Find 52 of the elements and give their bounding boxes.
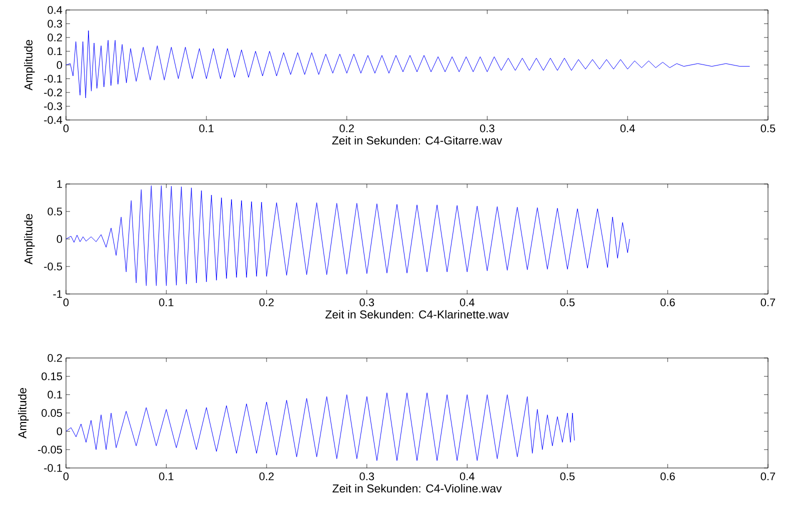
y-tick-label: 0.3 [48, 20, 62, 28]
y-tick-label: 0 [56, 61, 62, 69]
x-tick-label: 0.4 [460, 472, 474, 480]
x-tick-label: 0 [63, 124, 69, 132]
y-axis-title: Amplitude [24, 40, 35, 90]
y-axis-title: Amplitude [18, 388, 29, 438]
x-tick-label: 0.3 [360, 298, 374, 306]
y-tick-label: -1 [53, 290, 62, 298]
x-tick-label: 0.6 [660, 298, 675, 306]
y-tick-label: -0.05 [38, 446, 62, 454]
x-tick-label: 0.5 [760, 124, 776, 132]
x-tick-label: 0.1 [199, 124, 214, 132]
x-tick-label: 0.2 [259, 298, 274, 306]
x-tick-label: 0.7 [760, 472, 776, 480]
y-tick-label: -0.2 [44, 88, 62, 96]
y-tick-label: 0.05 [42, 409, 62, 417]
y-tick-label: 0.5 [48, 208, 62, 216]
x-axis-title: Zeit in Sekunden: C4-Klarinette.wav [325, 310, 509, 319]
x-tick-label: 0 [63, 472, 69, 480]
x-tick-label: 0.4 [620, 124, 635, 132]
y-tick-label: 0 [56, 427, 62, 436]
y-tick-label: 0.1 [48, 390, 62, 399]
line-series [66, 185, 630, 286]
y-tick-label: -0.1 [44, 464, 62, 472]
y-tick-label: -0.3 [44, 102, 62, 110]
x-tick-label: 0.6 [660, 472, 675, 480]
x-tick-label: 0.1 [159, 472, 174, 480]
x-tick-label: 0.3 [360, 472, 374, 480]
y-tick-label: -0.5 [44, 262, 62, 270]
line-series [66, 30, 750, 98]
x-tick-label: 0.5 [560, 472, 575, 480]
x-tick-label: 0.2 [259, 472, 274, 480]
x-tick-label: 0.7 [760, 298, 776, 306]
x-axis-title: Zeit in Sekunden: C4-Gitarre.wav [332, 136, 502, 144]
x-tick-label: 0.4 [460, 298, 474, 306]
y-tick-label: 0.1 [48, 47, 62, 56]
x-tick-label: 0 [63, 298, 69, 306]
x-tick-label: 0.3 [480, 124, 494, 132]
y-tick-label: -0.4 [44, 116, 62, 124]
x-tick-label: 0.1 [159, 298, 174, 306]
y-tick-label: 0 [56, 235, 62, 243]
y-tick-label: 0.2 [48, 354, 62, 362]
y-tick-label: 0.2 [48, 34, 62, 42]
y-tick-label: 0.15 [42, 372, 62, 380]
y-tick-label: -0.1 [44, 74, 62, 83]
line-series [66, 392, 575, 461]
x-tick-label: 0.5 [560, 298, 575, 306]
x-tick-label: 0.2 [340, 124, 354, 132]
x-axis-title: Zeit in Sekunden: C4-Violine.wav [332, 484, 502, 493]
y-axis-title: Amplitude [24, 214, 35, 264]
y-tick-label: 0.4 [48, 6, 62, 14]
y-tick-label: 1 [57, 180, 62, 188]
